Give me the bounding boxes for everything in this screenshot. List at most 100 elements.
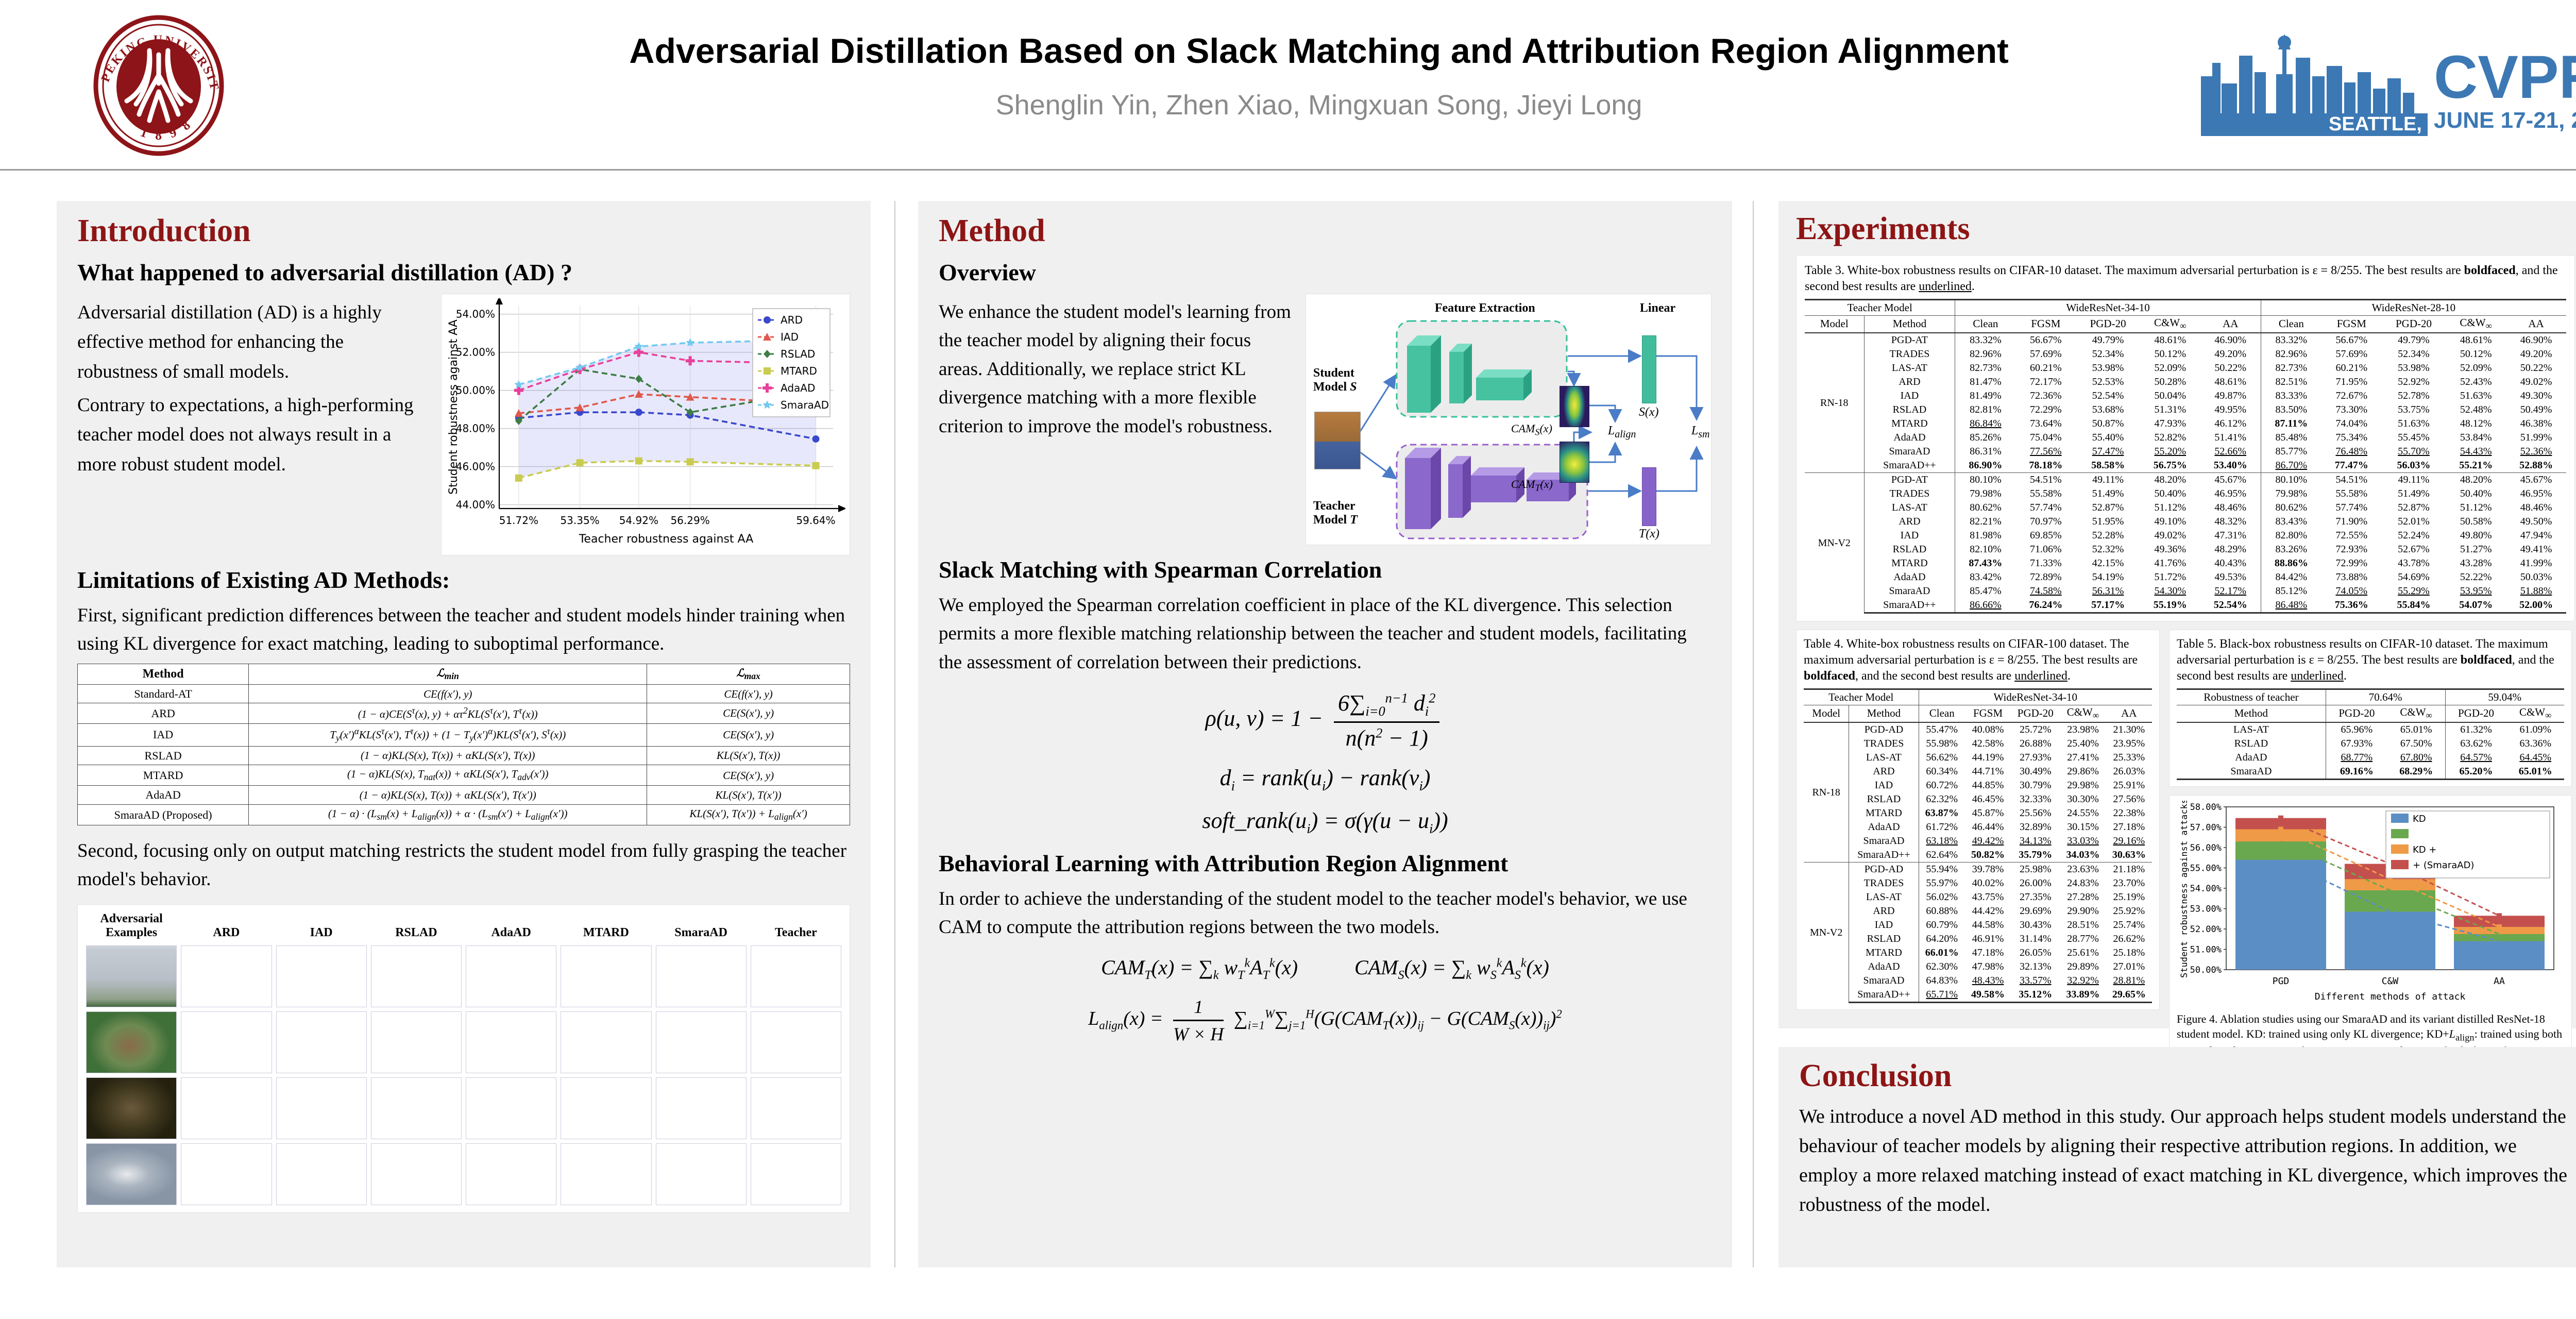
table-cell: 54.30% xyxy=(2154,585,2187,597)
table-cell: 32.89% xyxy=(2019,821,2052,833)
table-cell: 52.88% xyxy=(2519,460,2553,471)
table-cell: 82.73% xyxy=(1955,361,2016,375)
svg-text:PGD: PGD xyxy=(2273,976,2290,987)
table5-card: Table 5. Black-box robustness results on… xyxy=(2169,629,2572,787)
intro-paragraph-2: Contrary to expectations, a high-perform… xyxy=(77,395,414,475)
table-cell: 57.69% xyxy=(2335,348,2368,360)
table-cell: 50.12% xyxy=(2154,348,2187,360)
slack-matching-text: We employed the Spearman correlation coe… xyxy=(939,594,1687,673)
table-cell: 51.12% xyxy=(2154,502,2187,514)
table-cell: 52.28% xyxy=(2092,530,2124,542)
table-cell: 52.66% xyxy=(2214,446,2247,458)
table-cell: 52.43% xyxy=(2460,376,2492,388)
table5-caption: Table 5. Black-box robustness results on… xyxy=(2177,637,2554,683)
table-cell: 62.64% xyxy=(1918,848,1965,863)
heatmap-tile xyxy=(750,1143,841,1206)
table-cell: 83.42% xyxy=(1955,570,2016,584)
table-cell: 50.40% xyxy=(2154,488,2187,500)
table-cell: 26.05% xyxy=(2019,947,2052,959)
table-cell: 52.09% xyxy=(2460,362,2492,374)
conclusion-heading: Conclusion xyxy=(1799,1058,1952,1093)
limitations-heading: Limitations of Existing AD Methods: xyxy=(77,566,450,593)
table-cell: 51.27% xyxy=(2460,544,2492,555)
svg-text:C&W: C&W xyxy=(2382,976,2399,987)
svg-text:ARD: ARD xyxy=(781,314,803,326)
svg-text:KD: KD xyxy=(2413,814,2426,824)
table-cell: 85.12% xyxy=(2260,584,2321,598)
table-cell: 67.93% xyxy=(2325,736,2387,751)
table-cell: 84.42% xyxy=(2260,570,2321,584)
table-cell: 52.87% xyxy=(2092,502,2124,514)
table-cell: 72.36% xyxy=(2030,390,2062,402)
table-cell: 49.02% xyxy=(2520,376,2552,388)
table-cell: 52.54% xyxy=(2200,598,2261,614)
attribution-heatmap-figure: Adversarial Examples ARD IAD RSLAD AdaAD MTAR… xyxy=(77,904,850,1213)
table-cell: 71.06% xyxy=(2030,544,2062,555)
table-row: LAS-AT 56.62% 44.19% 27.93% 27.41% 25.33% xyxy=(1804,750,2152,765)
table-cell: 53.84% xyxy=(2460,432,2492,444)
table-cell: 46.45% xyxy=(1972,793,2004,805)
table-cell: 56.67% xyxy=(2335,334,2368,346)
table-cell: 52.01% xyxy=(2398,516,2430,528)
table-cell: 41.99% xyxy=(2520,557,2552,569)
table-row: AdaAD 61.72% 46.44% 32.89% 30.15% 27.18% xyxy=(1804,820,2152,834)
table-cell: 57.74% xyxy=(2335,502,2368,514)
pku-seal-icon: PEKING UNIVERSITY 1 8 9 8 xyxy=(87,4,224,156)
table-cell: 27.01% xyxy=(2113,961,2145,973)
introduction-section: Introduction What happened to adversaria… xyxy=(57,201,871,1267)
table-cell: 86.90% xyxy=(1955,458,2016,473)
svg-text:AdaAD: AdaAD xyxy=(781,382,815,394)
svg-text:AA: AA xyxy=(2494,976,2505,987)
table-cell: 44.19% xyxy=(1972,752,2004,764)
table-cell: 30.63% xyxy=(2112,849,2146,861)
svg-text:50.00%: 50.00% xyxy=(2190,965,2222,975)
table-cell: 62.32% xyxy=(1918,792,1965,806)
cvpr-logo: SEATTLE, WA CVPR JUNE 17-21, 2024 xyxy=(2201,27,2576,150)
table-cell: 63.87% xyxy=(1918,806,1965,820)
heatmap-tile xyxy=(561,1011,652,1074)
table-cell: 48.46% xyxy=(2214,502,2247,514)
table-cell: 26.03% xyxy=(2113,766,2145,777)
cam-s-heatmap xyxy=(1559,385,1589,427)
table-cell: 86.48% xyxy=(2260,598,2321,614)
table-cell: 22.38% xyxy=(2113,807,2145,819)
heatmap-column-label: Teacher xyxy=(774,926,817,940)
table-cell: 57.69% xyxy=(2030,348,2062,360)
svg-text:57.00%: 57.00% xyxy=(2190,822,2222,833)
table-cell: 66.01% xyxy=(1918,945,1965,960)
adversarial-example-image xyxy=(86,1143,177,1206)
table-cell: 55.45% xyxy=(2398,432,2430,444)
heatmap-tile xyxy=(466,1077,557,1140)
table-row: AdaAD 85.26% 75.04% 55.40% 52.82% 51.41% 85.48… xyxy=(1805,430,2566,445)
table-cell: 47.98% xyxy=(1972,961,2004,973)
table-cell: 53.98% xyxy=(2092,362,2124,374)
table-cell: 32.33% xyxy=(2019,793,2052,805)
heatmap-column-label: IAD xyxy=(310,926,333,940)
table-cell: 82.96% xyxy=(2260,347,2321,361)
table-cell: 47.31% xyxy=(2214,530,2247,542)
table-cell: 50.04% xyxy=(2154,390,2187,402)
heatmap-tile xyxy=(181,945,272,1008)
table-cell: 65.01% xyxy=(2506,764,2564,780)
table-row: SmaraAD++ 86.90% 78.18% 58.58% 56.75% 53.40% 8… xyxy=(1805,458,2566,473)
table-cell: 52.87% xyxy=(2398,502,2430,514)
heatmap-tile xyxy=(370,1143,462,1206)
table-cell: 44.71% xyxy=(1972,766,2004,777)
table-row: SmaraAD 64.83% 48.43% 33.57% 32.92% 28.81% xyxy=(1804,973,2152,988)
column-divider-2 xyxy=(1753,201,1754,1267)
teacher-model-label: Teacher Model T xyxy=(1313,499,1358,527)
heatmap-tile xyxy=(181,1011,272,1074)
table-cell: 25.18% xyxy=(2113,947,2145,959)
table-row: RSLAD 82.10% 71.06% 52.32% 49.36% 48.29% 83.26… xyxy=(1805,542,2566,556)
heatmap-tile xyxy=(276,1143,367,1206)
table-cell: 82.96% xyxy=(1955,347,2016,361)
table-cell: 52.32% xyxy=(2092,544,2124,555)
poster-title: Adversarial Distillation Based on Slack … xyxy=(629,31,2009,71)
table-cell: 25.40% xyxy=(2067,738,2099,750)
table-cell: 85.26% xyxy=(1955,430,2016,445)
svg-text:IAD: IAD xyxy=(781,331,799,343)
table-cell: 51.31% xyxy=(2154,404,2187,416)
table-row: SmaraAD++ 65.71% 49.58% 35.12% 33.89% 29.65% xyxy=(1804,987,2152,1003)
heatmap-tile xyxy=(750,1011,841,1074)
